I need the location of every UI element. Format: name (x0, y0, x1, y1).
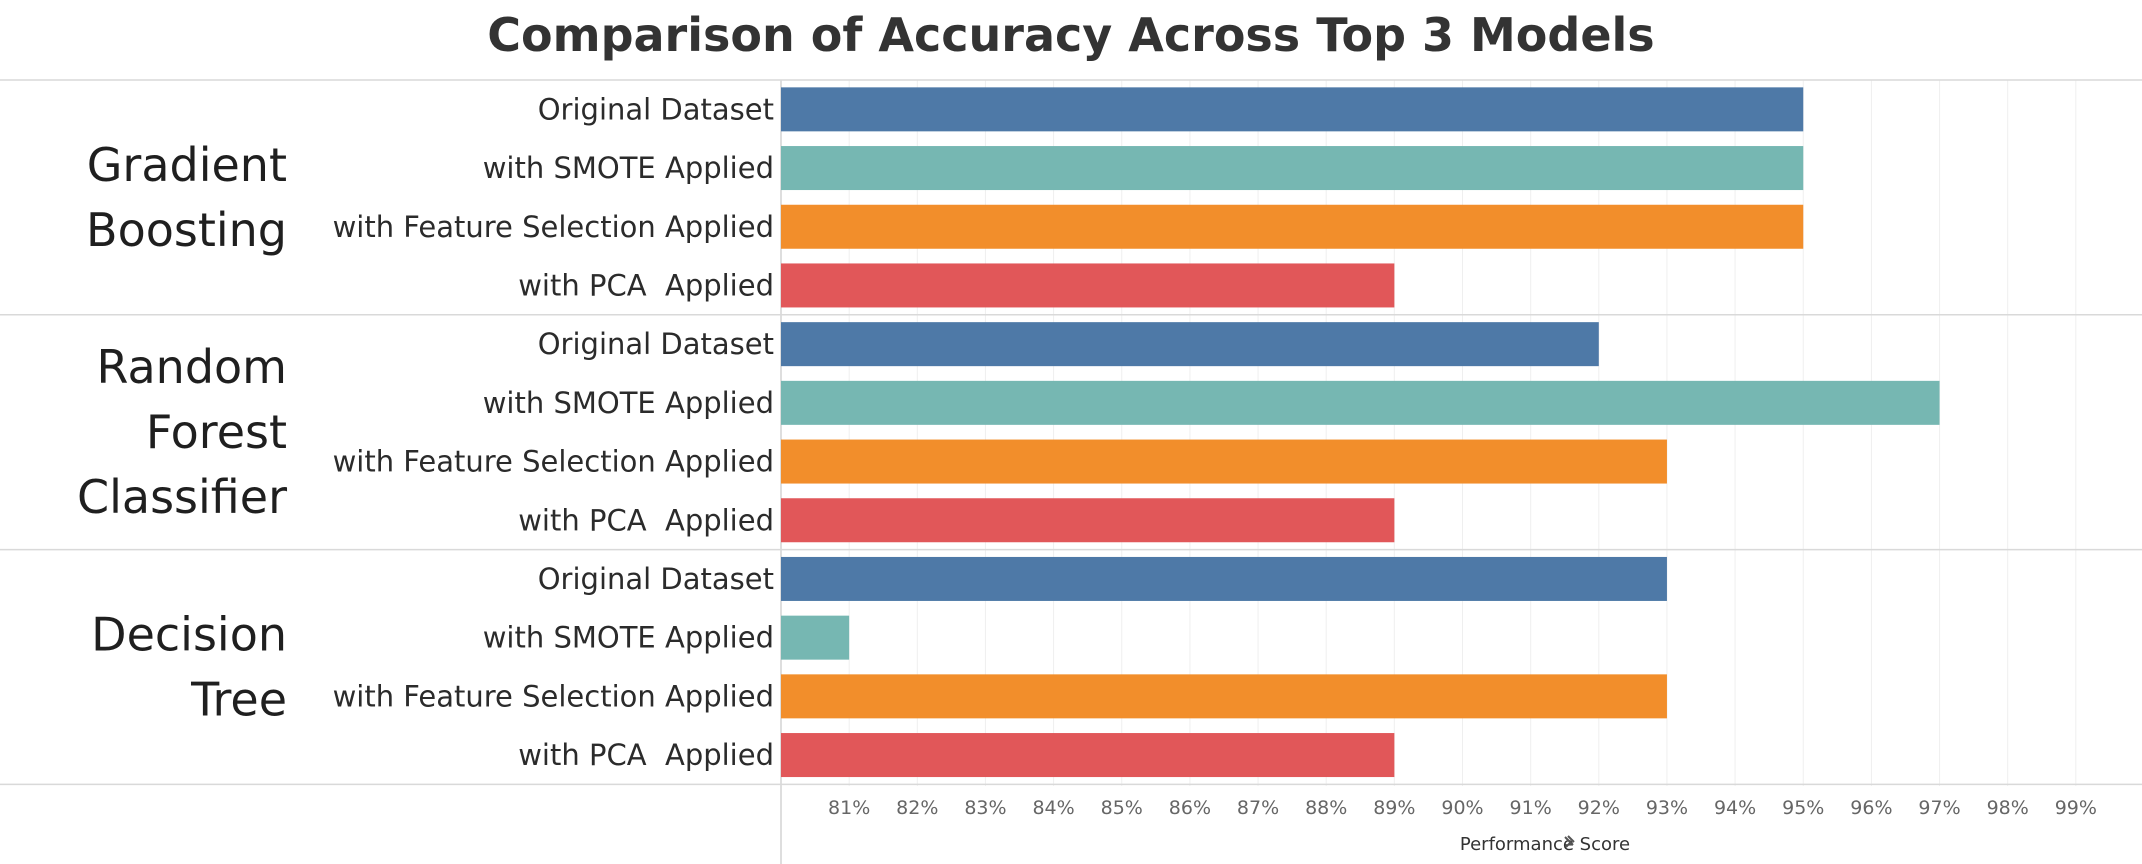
group-label: Random (97, 340, 287, 394)
bar[interactable] (781, 615, 850, 660)
category-label: Original Dataset (538, 562, 774, 596)
category-label: with SMOTE Applied (483, 151, 774, 185)
tick-label: 92% (1578, 797, 1620, 819)
category-label: with PCA Applied (518, 503, 774, 537)
group-label: Decision (91, 608, 287, 662)
category-label: with Feature Selection Applied (333, 679, 774, 713)
bar[interactable] (781, 674, 1667, 719)
tick-label: 88% (1305, 797, 1347, 819)
bar[interactable] (781, 380, 1940, 425)
category-label: with Feature Selection Applied (333, 210, 774, 244)
group-label: Tree (190, 673, 287, 727)
tick-label: 87% (1237, 797, 1279, 819)
tick-label: 85% (1101, 797, 1143, 819)
tick-label: 82% (896, 797, 938, 819)
category-label: with SMOTE Applied (483, 386, 774, 420)
category-label: Original Dataset (538, 92, 774, 126)
bar[interactable] (781, 556, 1667, 601)
bar[interactable] (781, 204, 1804, 249)
category-label: with Feature Selection Applied (333, 445, 774, 479)
bar[interactable] (781, 146, 1804, 191)
tick-label: 90% (1441, 797, 1483, 819)
row-labels: Original Dataset with SMOTE Applied with F… (333, 92, 774, 772)
x-axis-title-group: Performance Score (1460, 834, 1630, 855)
bar[interactable] (781, 322, 1599, 367)
category-label: with SMOTE Applied (483, 621, 774, 655)
category-label: with PCA Applied (518, 268, 774, 302)
x-axis-title: Performance Score (1460, 834, 1630, 855)
bar[interactable] (781, 87, 1804, 132)
group-label: Classifier (77, 470, 287, 524)
tick-label: 83% (964, 797, 1006, 819)
tick-label: 95% (1782, 797, 1824, 819)
tick-label: 96% (1850, 797, 1892, 819)
bar[interactable] (781, 263, 1395, 308)
tick-label: 98% (1987, 797, 2029, 819)
gridlines (848, 80, 2077, 786)
tick-label: 84% (1032, 797, 1074, 819)
pin-icon[interactable] (1564, 835, 1575, 848)
group-label: Gradient (87, 138, 287, 192)
x-axis-ticks: 81% 82% 83% 84% 85% 86% 87% 88% 89% 90% 91% 92% 93% 9… (828, 797, 2097, 819)
tick-label: 81% (828, 797, 870, 819)
bar[interactable] (781, 498, 1395, 543)
bars (781, 87, 1940, 778)
bar[interactable] (781, 733, 1395, 778)
tick-label: 91% (1510, 797, 1552, 819)
category-label: Original Dataset (538, 327, 774, 361)
group-labels: Gradient Boosting Random Forest Classifier De… (77, 138, 287, 727)
tick-label: 89% (1373, 797, 1415, 819)
tick-label: 97% (1918, 797, 1960, 819)
tick-label: 94% (1714, 797, 1756, 819)
chart-title: Comparison of Accuracy Across Top 3 Mode… (487, 8, 1655, 62)
tick-label: 99% (2055, 797, 2097, 819)
group-label: Boosting (86, 203, 287, 257)
tick-label: 93% (1646, 797, 1688, 819)
tick-label: 86% (1169, 797, 1211, 819)
group-label: Forest (146, 405, 287, 459)
bar[interactable] (781, 439, 1667, 484)
category-label: with PCA Applied (518, 738, 774, 772)
